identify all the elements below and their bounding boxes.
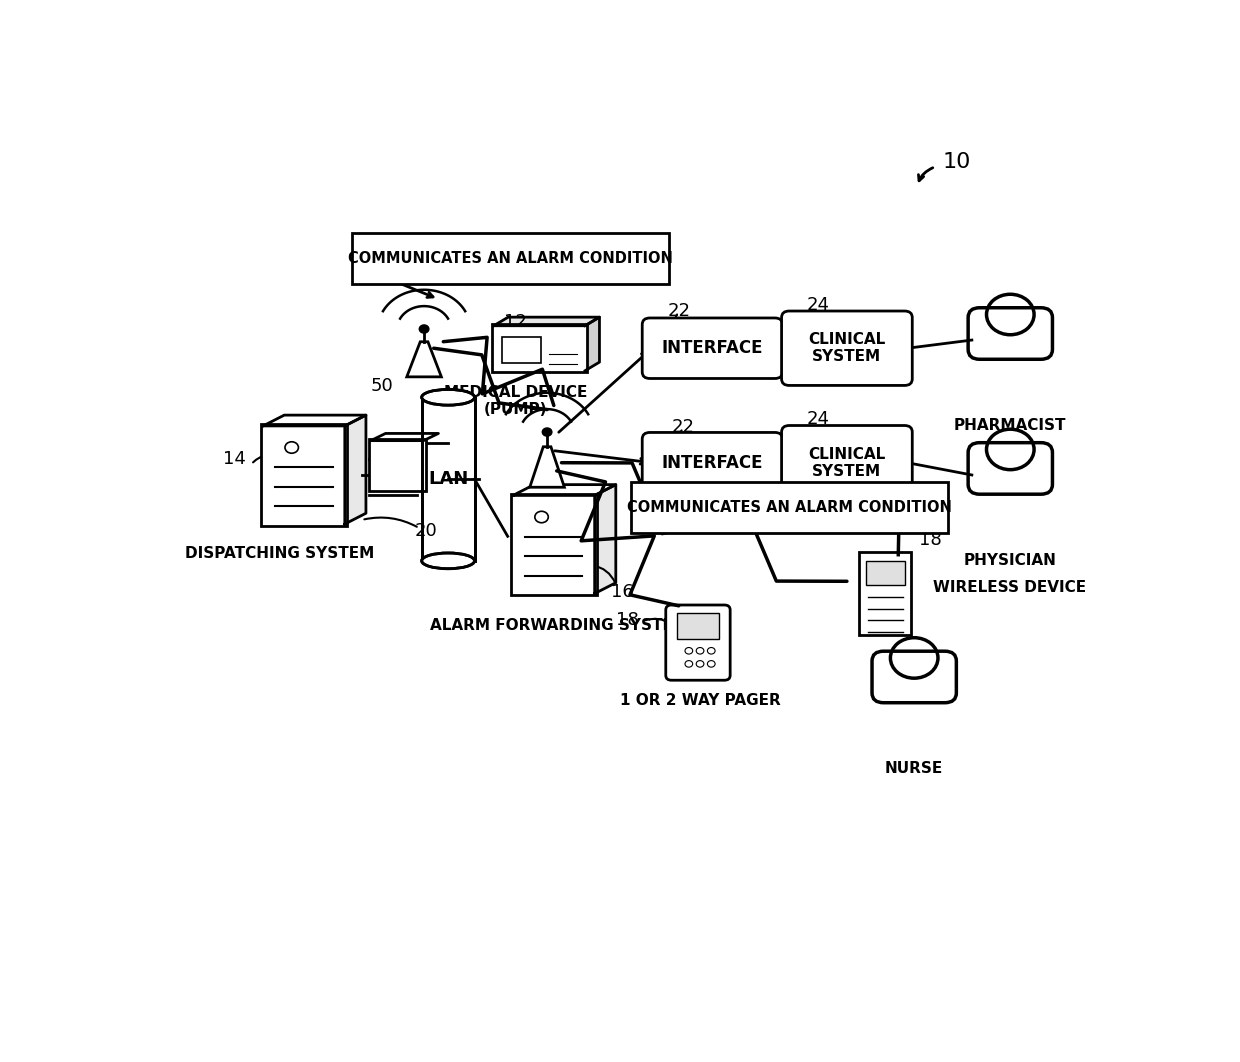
Text: 50: 50	[371, 377, 393, 395]
Text: PHYSICIAN: PHYSICIAN	[963, 552, 1056, 568]
Polygon shape	[345, 415, 366, 524]
Text: 24: 24	[806, 410, 830, 428]
Text: 10: 10	[942, 152, 971, 172]
Text: 20: 20	[414, 521, 438, 539]
Text: NURSE: NURSE	[885, 761, 944, 776]
Text: 1 OR 2 WAY PAGER: 1 OR 2 WAY PAGER	[620, 693, 780, 708]
Ellipse shape	[422, 553, 475, 569]
Text: MEDICAL DEVICE
(PUMP): MEDICAL DEVICE (PUMP)	[444, 386, 587, 417]
Polygon shape	[595, 484, 616, 594]
Text: 24: 24	[806, 296, 830, 314]
Text: LAN: LAN	[428, 470, 469, 489]
FancyBboxPatch shape	[511, 494, 596, 595]
FancyBboxPatch shape	[492, 324, 587, 373]
Text: COMMUNICATES AN ALARM CONDITION: COMMUNICATES AN ALARM CONDITION	[627, 500, 951, 515]
FancyBboxPatch shape	[352, 233, 670, 284]
Text: 22: 22	[672, 417, 696, 435]
Text: CLINICAL
SYSTEM: CLINICAL SYSTEM	[808, 446, 885, 479]
FancyBboxPatch shape	[631, 482, 947, 533]
Text: 18: 18	[919, 531, 941, 549]
Polygon shape	[407, 342, 441, 377]
Polygon shape	[494, 318, 599, 326]
FancyBboxPatch shape	[781, 426, 913, 500]
Text: PHARMACIST: PHARMACIST	[954, 417, 1066, 432]
Polygon shape	[585, 318, 599, 371]
Text: 52: 52	[567, 327, 589, 345]
Ellipse shape	[422, 390, 475, 406]
Polygon shape	[513, 484, 616, 495]
FancyBboxPatch shape	[859, 552, 911, 635]
FancyBboxPatch shape	[642, 432, 782, 493]
Text: 14: 14	[223, 449, 247, 467]
Polygon shape	[371, 433, 439, 441]
FancyBboxPatch shape	[666, 605, 730, 681]
Circle shape	[542, 428, 552, 436]
Text: 12: 12	[503, 313, 527, 331]
FancyBboxPatch shape	[368, 439, 425, 492]
Text: ALARM FORWARDING SYSTEM: ALARM FORWARDING SYSTEM	[429, 618, 688, 633]
Text: INTERFACE: INTERFACE	[662, 453, 763, 472]
Text: DISPATCHING SYSTEM: DISPATCHING SYSTEM	[185, 546, 374, 561]
Polygon shape	[529, 447, 564, 487]
Text: INTERFACE: INTERFACE	[662, 339, 763, 357]
Text: WIRELESS DEVICE: WIRELESS DEVICE	[934, 580, 1086, 595]
Circle shape	[419, 325, 429, 333]
Text: COMMUNICATES AN ALARM CONDITION: COMMUNICATES AN ALARM CONDITION	[348, 251, 673, 266]
FancyBboxPatch shape	[642, 318, 782, 378]
FancyBboxPatch shape	[781, 311, 913, 386]
Text: 18: 18	[615, 611, 639, 629]
FancyBboxPatch shape	[866, 561, 905, 584]
FancyBboxPatch shape	[677, 613, 719, 639]
Text: 22: 22	[667, 302, 691, 320]
Polygon shape	[263, 415, 366, 426]
Text: 16: 16	[611, 583, 634, 601]
FancyBboxPatch shape	[262, 425, 347, 526]
Text: CLINICAL
SYSTEM: CLINICAL SYSTEM	[808, 332, 885, 364]
